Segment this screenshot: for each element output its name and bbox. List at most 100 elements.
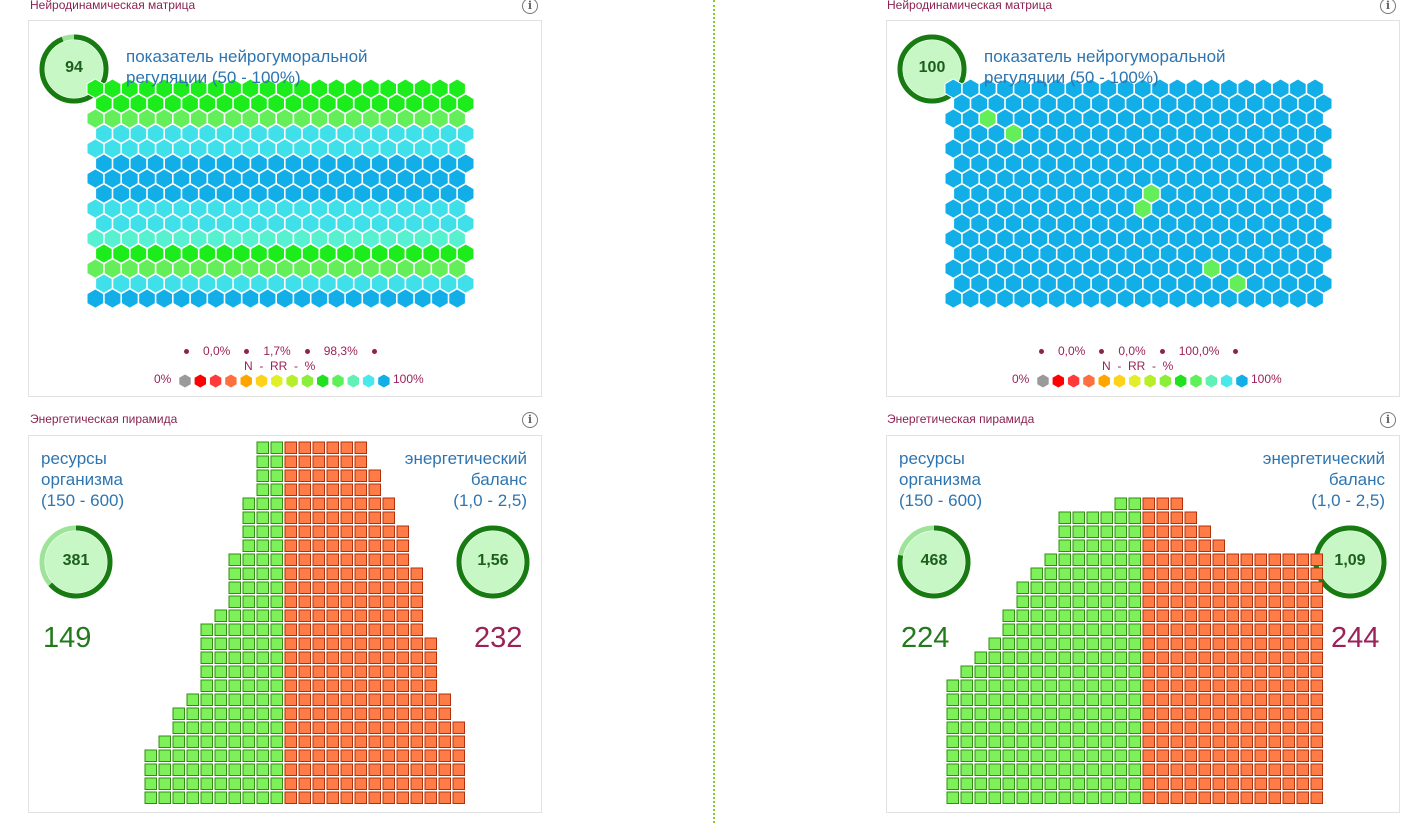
pyramid-cell-green [960, 749, 973, 762]
matrix-cell [103, 108, 122, 129]
pyramid-cell-green [1086, 763, 1099, 776]
matrix-cell [1013, 228, 1031, 249]
matrix-cell [276, 168, 294, 189]
legend-swatch [285, 373, 299, 389]
matrix-cell [155, 258, 173, 279]
matrix-cell [953, 93, 971, 114]
legend-swatch [1143, 373, 1157, 389]
legend-swatch [1051, 373, 1065, 389]
matrix-cell [1220, 78, 1238, 99]
pyramid-cell-orange [396, 763, 409, 776]
pyramid-cell-orange [1142, 637, 1155, 650]
matrix-cell [1030, 228, 1049, 249]
matrix-cell [1314, 183, 1333, 204]
matrix-cell [1030, 288, 1049, 309]
matrix-cell [1022, 93, 1040, 114]
pyramid-cell-orange [354, 581, 367, 594]
matrix-cell [1237, 168, 1255, 189]
pyramid-cell-orange [1268, 735, 1281, 748]
matrix-cell [1263, 153, 1281, 174]
matrix-cell [1099, 288, 1118, 309]
pyramid-cell-orange [1212, 749, 1225, 762]
pyramid-cell-orange [1156, 609, 1169, 622]
pyramid-cell-orange [1170, 749, 1183, 762]
pyramid-cell-green [1072, 595, 1085, 608]
pyramid-cell-green [1058, 707, 1071, 720]
matrix-cell [344, 288, 363, 309]
pyramid-cell-orange [326, 623, 339, 636]
pyramid-cell-green [256, 763, 269, 776]
pyramid-cell-orange [1184, 553, 1197, 566]
pyramid-cell-green [1072, 777, 1085, 790]
pyramid-cell-orange [410, 777, 423, 790]
matrix-cell [276, 138, 294, 159]
neurodynamic-matrix-grid [944, 78, 1333, 309]
pyramid-cell-orange [354, 707, 367, 720]
pyramid-cell-green [200, 763, 213, 776]
pyramid-cell-orange [1240, 581, 1253, 594]
matrix-cell [267, 183, 285, 204]
matrix-cell [456, 243, 475, 264]
pyramid-cell-orange [1156, 497, 1169, 510]
pyramid-cell-green [946, 777, 959, 790]
pyramid-cell-green [186, 707, 199, 720]
info-icon[interactable]: i [522, 0, 538, 14]
pyramid-cell-orange [284, 595, 297, 608]
info-icon[interactable]: i [1380, 412, 1396, 428]
matrix-cell [1254, 108, 1273, 129]
pyramid-cell-orange [424, 707, 437, 720]
matrix-cell [1065, 78, 1083, 99]
pyramid-cell-orange [326, 637, 339, 650]
pyramid-cell-orange [1198, 637, 1211, 650]
pyramid-cell-orange [284, 763, 297, 776]
matrix-cell [987, 93, 1006, 114]
info-icon[interactable]: i [522, 412, 538, 428]
pyramid-cell-orange [1184, 763, 1197, 776]
matrix-cell [1056, 183, 1075, 204]
pyramid-cell-orange [1184, 651, 1197, 664]
pyramid-cell-green [228, 581, 241, 594]
pyramid-cell-orange [1240, 735, 1253, 748]
pyramid-cell-green [1128, 679, 1141, 692]
matrix-cell [232, 123, 251, 144]
matrix-cell [1099, 258, 1118, 279]
pyramid-cell-orange [1184, 735, 1197, 748]
pyramid-cell-orange [354, 749, 367, 762]
matrix-cell [1082, 168, 1100, 189]
pyramid-cell-green [270, 497, 283, 510]
pyramid-cell-orange [1212, 735, 1225, 748]
pyramid-cell-orange [1184, 511, 1197, 524]
pyramid-cell-green [270, 763, 283, 776]
pyramid-cell-orange [1170, 497, 1183, 510]
pyramid-cell-green [1058, 721, 1071, 734]
pyramid-cell-green [960, 735, 973, 748]
pyramid-cell-green [1044, 721, 1057, 734]
matrix-cell [1125, 273, 1143, 294]
pyramid-cell-green [1128, 665, 1141, 678]
pyramid-cell-orange [1212, 721, 1225, 734]
matrix-cell [284, 153, 303, 174]
info-icon[interactable]: i [1380, 0, 1396, 14]
pyramid-cell-green [1072, 567, 1085, 580]
pyramid-cell-orange [382, 651, 395, 664]
pyramid-cell-orange [410, 693, 423, 706]
pyramid-cell-green [270, 735, 283, 748]
pyramid-cell-orange [424, 665, 437, 678]
pyramid-cell-green [1072, 749, 1085, 762]
pyramid-cell-orange [1282, 777, 1295, 790]
matrix-cell [336, 153, 354, 174]
pyramid-cell-orange [1240, 707, 1253, 720]
pyramid-cell-orange [1142, 651, 1155, 664]
pyramid-cell-green [270, 511, 283, 524]
matrix-cell [1168, 228, 1187, 249]
pyramid-cell-orange [1198, 749, 1211, 762]
matrix-cell [224, 78, 242, 99]
matrix-cell [164, 273, 182, 294]
pyramid-cell-orange [1184, 777, 1197, 790]
pyramid-cell-green [172, 707, 185, 720]
pyramid-cell-green [200, 679, 213, 692]
matrix-cell [1039, 273, 1057, 294]
matrix-cell [1168, 138, 1187, 159]
pyramid-cell-orange [1142, 623, 1155, 636]
matrix-cell [276, 288, 294, 309]
